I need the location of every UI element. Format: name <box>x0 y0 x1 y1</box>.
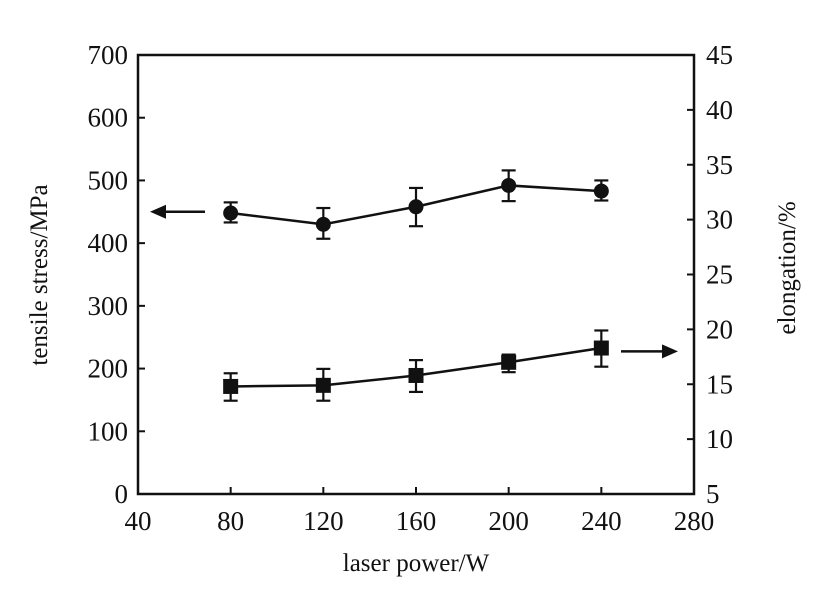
y-left-tick-label: 600 <box>88 103 129 133</box>
annotation-layer <box>150 204 678 359</box>
x-tick-label: 280 <box>674 506 715 536</box>
y-right-axis-title: elongation/% <box>774 201 801 334</box>
x-tick-label: 40 <box>125 506 152 536</box>
y-left-tick-label: 300 <box>88 291 129 321</box>
data-point-circle <box>223 205 239 221</box>
y-left-tick-label: 400 <box>88 228 129 258</box>
data-point-circle <box>593 183 609 199</box>
y-right-tick-label: 30 <box>706 205 733 235</box>
x-tick-label: 160 <box>396 506 437 536</box>
x-tick-label: 200 <box>488 506 529 536</box>
arrow-left-head <box>150 204 166 219</box>
x-tick-label: 80 <box>217 506 244 536</box>
data-point-square <box>223 378 239 394</box>
data-point-square <box>593 340 609 356</box>
y-right-tick-label: 20 <box>706 314 733 344</box>
data-point-square <box>408 367 424 383</box>
y-left-tick-label: 700 <box>88 40 129 70</box>
y-left-tick-label: 0 <box>115 479 129 509</box>
x-tick-label: 240 <box>581 506 622 536</box>
plot-frame <box>136 53 696 496</box>
y-right-ticks: 5 10 15 20 25 30 35 40 45 <box>687 40 733 509</box>
y-left-tick-label: 500 <box>88 165 129 195</box>
data-point-square <box>315 377 331 393</box>
y-right-tick-label: 25 <box>706 260 733 290</box>
y-right-tick-label: 5 <box>706 479 720 509</box>
x-axis-title: laser power/W <box>343 550 490 577</box>
data-point-circle <box>315 216 331 232</box>
x-tick-label: 120 <box>303 506 344 536</box>
x-ticks: 40 80 120 160 200 240 280 <box>125 487 715 536</box>
data-point-square <box>501 354 517 370</box>
arrow-right-head <box>662 344 678 359</box>
y-right-tick-label: 45 <box>706 40 733 70</box>
y-left-tick-label: 200 <box>88 354 129 384</box>
series-layer <box>223 169 609 402</box>
y-right-tick-label: 15 <box>706 369 733 399</box>
y-right-tick-label: 40 <box>706 95 733 125</box>
y-right-tick-label: 35 <box>706 150 733 180</box>
y-left-axis-title: tensile stress/MPa <box>26 184 53 365</box>
y-left-tick-label: 100 <box>88 416 129 446</box>
y-left-ticks: 0 100 200 300 400 500 600 700 <box>88 40 145 509</box>
y-right-tick-label: 10 <box>706 424 733 454</box>
data-point-circle <box>408 199 424 215</box>
data-point-circle <box>501 177 517 193</box>
